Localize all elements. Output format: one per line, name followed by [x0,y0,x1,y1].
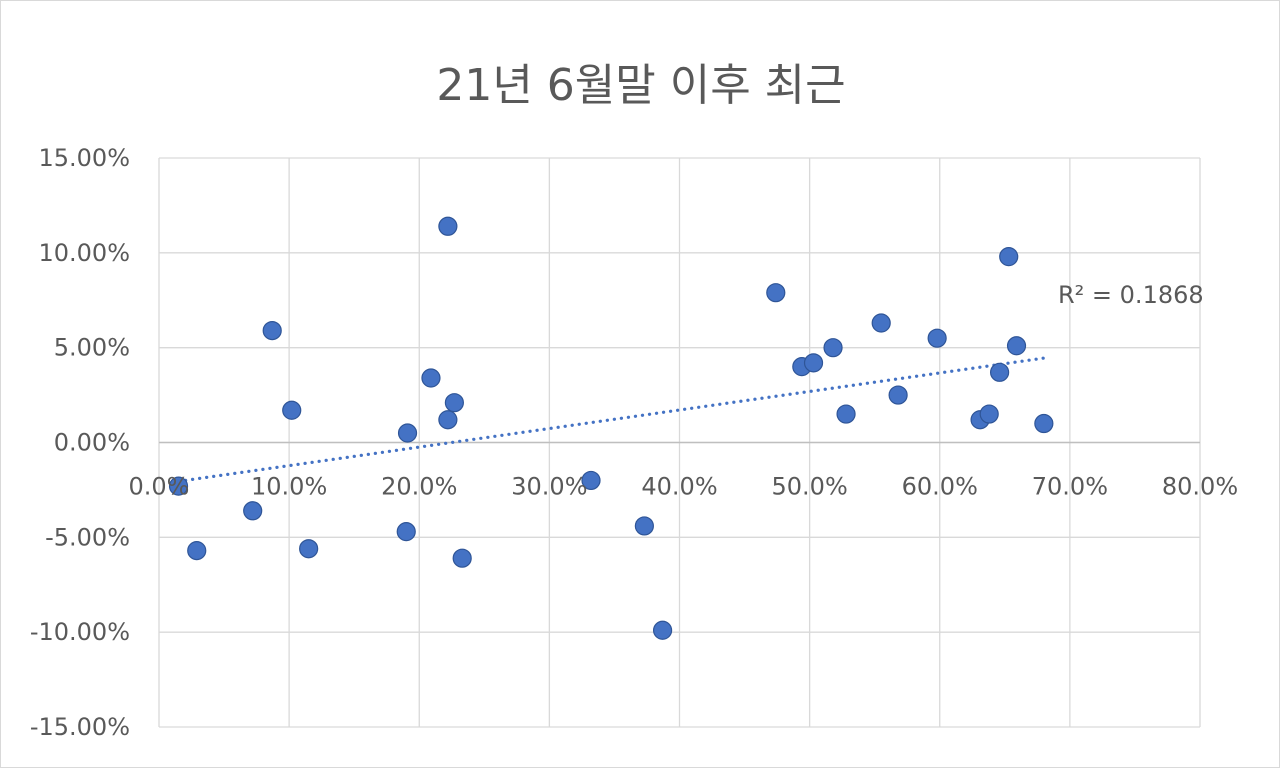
r-squared-label: R² = 0.1868 [1058,281,1204,309]
data-point [187,541,207,561]
x-tick-label: 30.0% [511,473,587,501]
data-point [299,539,319,559]
data-point [652,620,673,640]
x-tick-label: 80.0% [1162,473,1238,501]
data-point [634,516,654,536]
y-tick-label: -10.00% [30,618,130,646]
data-point [243,501,263,521]
data-point [282,400,302,420]
y-tick-label: -15.00% [30,713,130,741]
data-point [999,247,1019,267]
data-point [888,385,908,405]
trendline [176,356,1046,483]
data-point [1006,336,1027,356]
data-point [823,338,843,358]
data-point [444,393,464,413]
y-tick-label: 15.00% [38,144,130,172]
data-point [262,320,282,341]
x-tick-label: 40.0% [641,473,717,501]
data-point [836,404,856,424]
data-point [803,353,824,373]
data-point [168,476,189,496]
x-tick-label: 20.0% [381,473,457,501]
x-tick-label: 60.0% [902,473,978,501]
y-tick-label: 10.00% [38,239,130,267]
x-tick-label: 70.0% [1032,473,1108,501]
data-point [871,313,891,333]
chart-title: 21년 6월말 이후 최근 [436,60,846,111]
data-point [397,423,418,443]
y-tick-label: 0.00% [54,429,130,457]
trendline-group [176,356,1046,483]
tick-labels: 15.00% 10.00% 5.00% 0.00% -5.00% -10.00% -15.0… [30,144,1238,741]
x-tick-label: 0.0% [129,473,190,501]
data-point [1034,413,1054,434]
data-point [927,328,947,348]
data-point [581,470,601,491]
y-tick-label: -5.00% [45,523,130,551]
x-tick-label: 10.0% [251,473,327,501]
data-point [979,404,999,424]
data-point [452,548,472,568]
data-point [438,216,458,236]
data-points [168,216,1054,640]
data-point [990,362,1010,382]
x-tick-label: 50.0% [772,473,848,501]
data-point [766,283,786,303]
data-point [396,522,416,542]
data-point [438,410,458,430]
y-tick-label: 5.00% [54,334,130,362]
data-point [421,368,441,388]
